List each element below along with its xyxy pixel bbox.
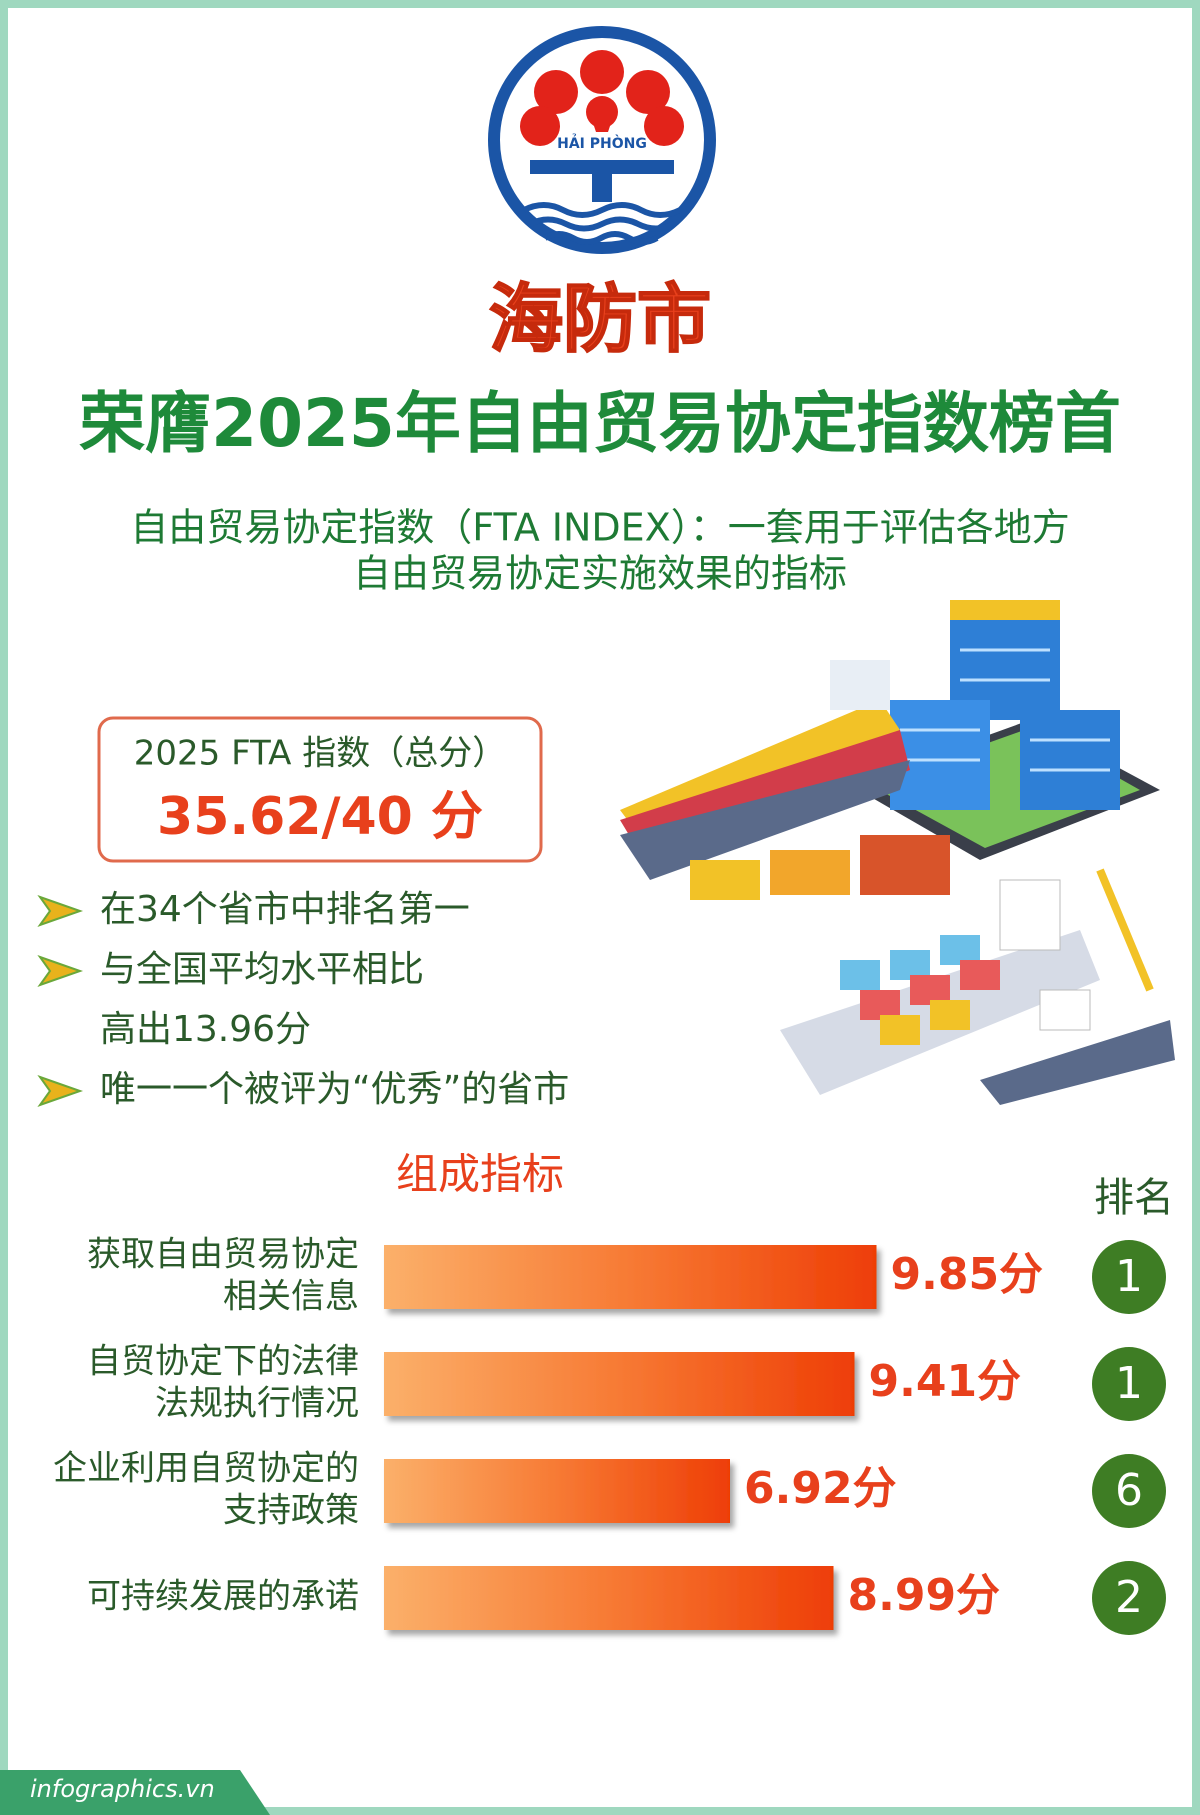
bullet-icon [37, 1075, 84, 1107]
bullet-text: 高出13.96分 [100, 1009, 311, 1050]
subtitle: 荣膺2025年自由贸易协定指数榜首 [79, 385, 1121, 462]
logo: HẢI PHÒNG [488, 26, 716, 254]
value-label: 6.92分 [744, 1463, 897, 1514]
category-label: 支持政策 [223, 1491, 359, 1531]
category-label: 法规执行情况 [155, 1384, 359, 1424]
chart: 组成指标排名获取自由贸易协定相关信息 9.85分 1 自贸协定下的法律法规执行情况 9.… [53, 1150, 1174, 1635]
bullet-icon [37, 895, 84, 927]
title: 海防市 [489, 277, 711, 363]
category-label: 获取自由贸易协定 [87, 1235, 359, 1275]
score-label: 2025 FTA 指数（总分） [134, 734, 507, 774]
footer-band [0, 1770, 270, 1815]
logo-text: HẢI PHÒNG [557, 133, 647, 152]
bullet-icon [37, 955, 84, 987]
bar [384, 1352, 855, 1416]
bullet-text: 在34个省市中排名第一 [100, 889, 470, 930]
description-line: 自由贸易协定指数（FTA INDEX）：一套用于评估各地方 [130, 506, 1069, 550]
category-label: 企业利用自贸协定的 [53, 1449, 359, 1489]
category-label: 相关信息 [223, 1277, 359, 1317]
rank-badge [1092, 1240, 1166, 1314]
value-label: 9.41分 [869, 1356, 1022, 1407]
bullet-text: 与全国平均水平相比 [100, 949, 424, 990]
chart-title: 组成指标 [396, 1150, 564, 1199]
rank-value: 1 [1115, 1358, 1143, 1409]
rank-value: 1 [1115, 1251, 1143, 1302]
score-box [97, 716, 543, 863]
illustration [620, 600, 1175, 1105]
rank-badge [1092, 1454, 1166, 1528]
category-label: 自贸协定下的法律 [87, 1342, 359, 1382]
rank-value: 6 [1115, 1465, 1143, 1516]
bar [384, 1245, 877, 1309]
rank-badge [1092, 1561, 1166, 1635]
value-label: 8.99分 [848, 1570, 1001, 1621]
rank-value: 2 [1115, 1572, 1143, 1623]
rank-badge [1092, 1347, 1166, 1421]
bullets: 在34个省市中排名第一与全国平均水平相比高出13.96分唯一一个被评为“优秀”的… [37, 889, 569, 1110]
score-value: 35.62/40 分 [157, 787, 483, 847]
category-label: 可持续发展的承诺 [87, 1577, 359, 1617]
footer-source: infographics.vn [30, 1775, 215, 1803]
bar [384, 1566, 834, 1630]
value-label: 9.85分 [891, 1249, 1044, 1300]
description-line: 自由贸易协定实施效果的指标 [353, 552, 847, 596]
bar [384, 1459, 730, 1523]
rank-header: 排名 [1094, 1175, 1174, 1221]
bullet-text: 唯一一个被评为“优秀”的省市 [100, 1069, 569, 1110]
